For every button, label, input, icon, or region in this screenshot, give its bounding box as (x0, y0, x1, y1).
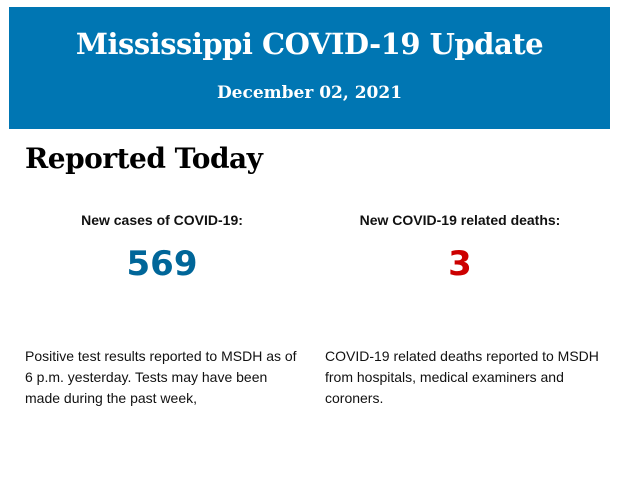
new-deaths-label: New COVID-19 related deaths: (359, 212, 561, 228)
page-title: Mississippi COVID-19 Update (75, 27, 544, 61)
new-cases-label: New cases of COVID-19: (81, 212, 243, 228)
new-deaths-value: 3 (448, 244, 472, 284)
report-date: December 02, 2021 (216, 83, 403, 103)
header-banner: Mississippi COVID-19 Update December 02,… (9, 7, 610, 129)
section-title: Reported Today (25, 142, 263, 175)
new-deaths-panel: New COVID-19 related deaths: 3 (320, 212, 600, 284)
new-cases-description: Positive test results reported to MSDH a… (25, 348, 297, 406)
new-cases-panel: New cases of COVID-19: 569 (22, 212, 302, 284)
new-deaths-description: COVID-19 related deaths reported to MSDH… (325, 348, 599, 406)
new-cases-value: 569 (126, 244, 198, 284)
